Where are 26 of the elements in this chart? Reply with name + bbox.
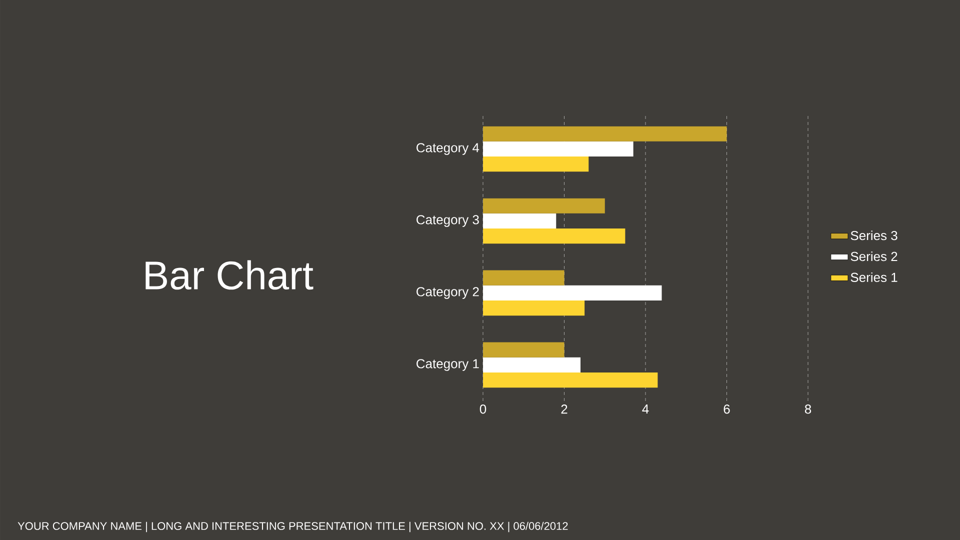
y-tick-label: Category 4 (416, 143, 480, 155)
x-tick-label: 2 (561, 404, 568, 414)
text: Bar Chart (146, 260, 314, 290)
legend-label: Series 2 (850, 252, 898, 262)
y-tick-label: Category 1 (416, 359, 479, 371)
bar (483, 357, 581, 373)
y-tick-label: Category 2 (416, 287, 479, 299)
y-tick-label: Category 3 (416, 215, 479, 227)
bar (483, 270, 564, 286)
x-tick-label: 6 (724, 404, 730, 414)
x-tick-label: 0 (480, 404, 486, 414)
bar (483, 300, 585, 316)
bar (483, 342, 564, 358)
bar (483, 198, 605, 214)
x-tick-label: 4 (642, 404, 649, 414)
legend-label: Series 1 (850, 272, 898, 282)
bar (483, 372, 658, 388)
bar (483, 285, 662, 301)
text: YOUR COMPANY NAME | LONG AND INTERESTING PRESENTATION TITLE | VERSION NO. XX | 06/06/2012 (18, 522, 568, 532)
bar (483, 213, 556, 229)
bar (483, 141, 634, 157)
bar (483, 156, 589, 172)
bar (483, 126, 727, 142)
bar (483, 228, 626, 244)
legend-label: Series 3 (850, 230, 898, 240)
x-tick-label: 8 (804, 404, 812, 414)
